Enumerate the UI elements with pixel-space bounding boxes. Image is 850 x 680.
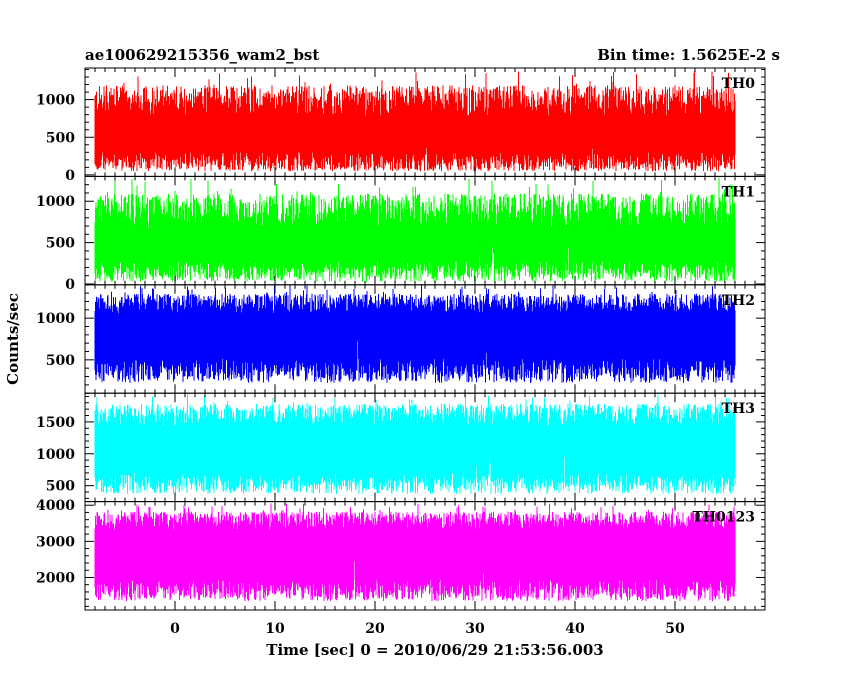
series-th3 <box>94 393 736 494</box>
panel-label: TH2 <box>722 293 755 309</box>
y-tick-label: 3000 <box>36 534 75 550</box>
series-th1 <box>94 177 736 282</box>
panel-label: TH0123 <box>692 510 755 526</box>
series-th2 <box>94 284 736 383</box>
panel-th2: 500 1000 TH2 <box>36 284 766 394</box>
x-tick-label: 30 <box>465 621 485 637</box>
x-tick-label: 50 <box>665 621 685 637</box>
panel-th0123: 2000 3000 4000 TH0123 <box>36 498 766 611</box>
y-tick-label: 2000 <box>36 570 75 586</box>
y-tick-label: 0 <box>65 277 75 293</box>
panel-th0: 0 500 1000 TH0 <box>36 67 766 184</box>
y-tick-label: 0 <box>65 168 75 184</box>
y-tick-label: 1000 <box>36 311 75 327</box>
x-tick-labels: 0 10 20 30 40 50 <box>170 621 685 637</box>
x-tick-label: 0 <box>170 621 180 637</box>
y-tick-label: 500 <box>46 236 75 252</box>
y-tick-label: 4000 <box>36 498 75 514</box>
y-tick-label: 1000 <box>36 93 75 109</box>
panel-th3: 500 1000 1500 TH3 <box>36 392 766 503</box>
chart-title: ae100629215356_wam2_bst <box>85 46 319 64</box>
y-tick-label: 1000 <box>36 447 75 463</box>
y-tick-label: 500 <box>46 130 75 146</box>
series-th0123 <box>94 503 736 602</box>
y-tick-label: 1500 <box>36 415 75 431</box>
x-axis-label: Time [sec] 0 = 2010/06/29 21:53:56.003 <box>266 641 603 659</box>
panel-label: TH0 <box>722 76 756 92</box>
y-tick-label: 500 <box>46 479 75 495</box>
panel-label: TH1 <box>722 184 755 200</box>
x-tick-label: 40 <box>565 621 585 637</box>
panels-group: 0 500 1000 TH0 0 500 1000 TH1 500 1000 TH2 500 1000 1… <box>36 67 766 611</box>
panel-label: TH3 <box>722 401 755 417</box>
series-th0 <box>94 71 736 172</box>
y-tick-label: 1000 <box>36 194 75 210</box>
y-axis-label: Counts/sec <box>4 293 22 385</box>
panel-th1: 0 500 1000 TH1 <box>36 175 766 293</box>
x-tick-label: 10 <box>265 621 285 637</box>
chart-subtitle: Bin time: 1.5625E-2 s <box>597 46 780 64</box>
x-tick-label: 20 <box>365 621 385 637</box>
y-tick-label: 500 <box>46 353 75 369</box>
